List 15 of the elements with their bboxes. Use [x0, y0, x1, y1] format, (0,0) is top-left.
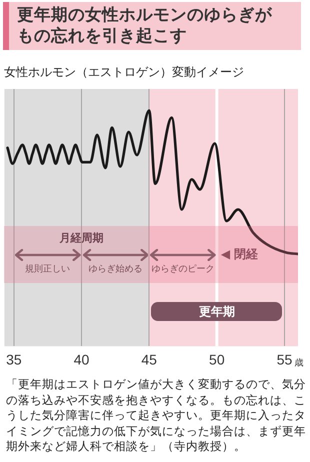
chart-title: 更年期の女性ホルモンのゆらぎがもの忘れを引き起こす — [17, 4, 273, 46]
chart-subtitle: 女性ホルモン（エストロゲン）変動イメージ — [4, 64, 244, 81]
text: ゆらぎのピーク — [152, 263, 214, 276]
text: 規則正しい — [25, 263, 70, 276]
annotation: 月経周期 — [60, 230, 104, 246]
x-axis-title: 歳 — [294, 358, 304, 369]
x-tick-label: 55 — [276, 351, 292, 368]
text: 「更年期はエストロゲン値が大きく変動するので、気分の落ち込みや不安感を抱きやすくなる。もの忘れは、こうした気分障害に伴って起きやすい。更年期に入ったタイミングで記憶力の低下が気になった場合は、まず更年期外来など婦人科で相談を」（寺内教授）。 — [6, 377, 306, 455]
x-tick-label: 45 — [141, 351, 158, 368]
text: ゆらぎ始める — [88, 264, 142, 276]
x-tick-label: 40 — [74, 351, 90, 368]
ref-line-label: ◀ 閉経 — [220, 247, 260, 262]
x-tick-label: 35 — [6, 351, 22, 368]
x-tick-label: 50 — [209, 351, 225, 368]
text: 更年期 — [198, 303, 235, 320]
